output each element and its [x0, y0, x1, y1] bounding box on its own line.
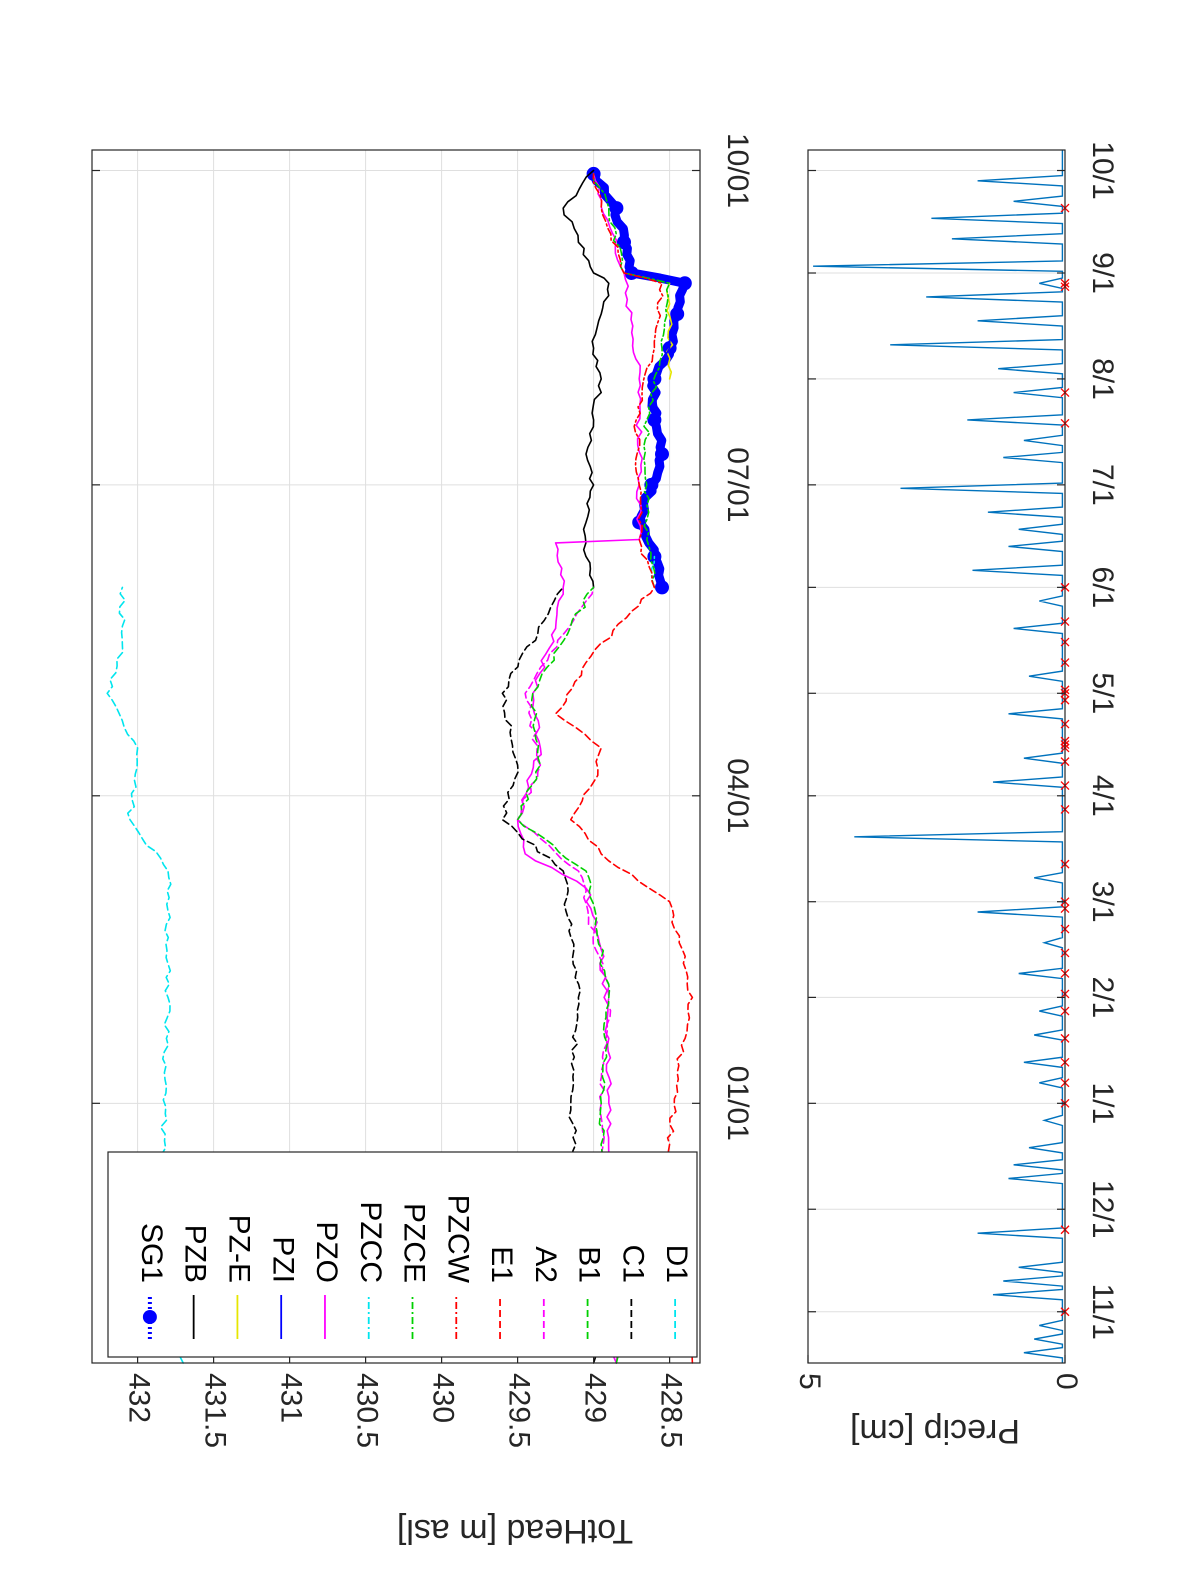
series-line-pzb — [562, 169, 610, 589]
value-tick-label: 5 — [793, 1373, 826, 1390]
value-tick-label: 0 — [1050, 1373, 1083, 1390]
head-y-axis-label: TotHead [m asl] — [397, 1512, 633, 1550]
legend-label: PZO — [310, 1221, 343, 1283]
precip-line — [813, 150, 1064, 1363]
time-tick-label: 04/01 — [721, 758, 754, 833]
time-tick-label: 12/1 — [1086, 1180, 1119, 1238]
precip-y-axis-label: Precip [cm] — [850, 1412, 1020, 1450]
time-tick-label: 07/01 — [721, 447, 754, 522]
legend-label: PZCC — [354, 1201, 387, 1283]
time-tick-label: 8/1 — [1086, 358, 1119, 400]
value-tick-label: 429 — [579, 1373, 612, 1423]
legend-label: A2 — [529, 1246, 562, 1283]
time-tick-label: 6/1 — [1086, 567, 1119, 609]
time-tick-label: 01/01 — [721, 1066, 754, 1141]
precip-axes-frame — [807, 149, 1066, 1364]
value-tick-label: 430 — [427, 1373, 460, 1423]
series-line-pzcw — [592, 173, 664, 589]
time-tick-label: 10/01 — [721, 133, 754, 208]
time-tick-label: 2/1 — [1086, 977, 1119, 1019]
legend-label: PZI — [266, 1236, 299, 1283]
head-axes-frame — [91, 149, 701, 1364]
series-line-pz-e — [665, 282, 674, 380]
legend-label: B1 — [573, 1246, 606, 1283]
legend-label: E1 — [485, 1246, 518, 1283]
legend-label: PZB — [179, 1225, 212, 1283]
time-tick-label: 10/1 — [1086, 141, 1119, 199]
time-tick-label: 1/1 — [1086, 1082, 1119, 1124]
head-axes: 01/01 04/01 07/01 10/01 428.5 429 429.5 430 430.… — [91, 133, 754, 1550]
legend-marker — [142, 1310, 157, 1324]
value-tick-label: 428.5 — [655, 1373, 688, 1448]
value-tick-label: 431.5 — [199, 1373, 232, 1448]
time-tick-label: 9/1 — [1086, 252, 1119, 294]
time-tick-label: 5/1 — [1086, 672, 1119, 714]
series-line-pzce — [592, 173, 671, 589]
precip-axes: 11/1 12/1 1/1 2/1 3/1 4/1 5/1 6/1 7/1 8/1 9/1 10/1 0… — [793, 141, 1119, 1450]
time-tick-label: 3/1 — [1086, 881, 1119, 923]
time-tick-label: 4/1 — [1086, 775, 1119, 817]
legend-label: D1 — [660, 1245, 693, 1283]
precip-ticks: 11/1 12/1 1/1 2/1 3/1 4/1 5/1 6/1 7/1 8/1 9/1 10/1 0… — [793, 141, 1119, 1389]
legend-box — [107, 1151, 698, 1358]
value-tick-label: 429.5 — [503, 1373, 536, 1448]
legend-label: C1 — [616, 1245, 649, 1283]
legend-label: PZ-E — [223, 1215, 256, 1283]
time-tick-label: 11/1 — [1086, 1284, 1119, 1340]
value-tick-label: 431 — [275, 1373, 308, 1423]
head-ticks: 01/01 04/01 07/01 10/01 428.5 429 429.5 430 430.… — [92, 133, 754, 1448]
legend: SG1 PZB PZ-E PZI PZO PZCC PZCE PZCW E1 A2 B1 C1 D1 — [107, 1151, 698, 1358]
legend-label: SG1 — [135, 1223, 168, 1283]
value-tick-label: 430.5 — [351, 1373, 384, 1448]
value-tick-label: 432 — [123, 1373, 156, 1423]
legend-label: PZCW — [441, 1195, 474, 1284]
legend-label: PZCE — [398, 1203, 431, 1283]
time-tick-label: 7/1 — [1086, 464, 1119, 506]
